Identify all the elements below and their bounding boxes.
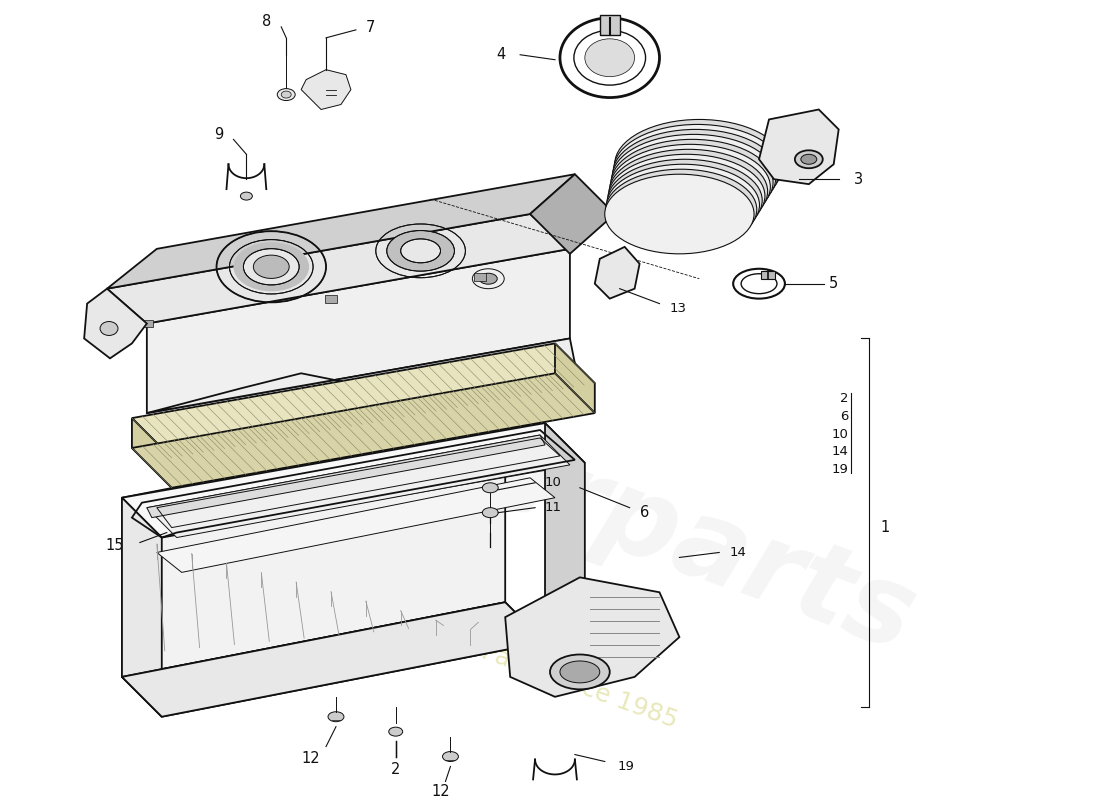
Ellipse shape [606, 164, 759, 246]
Text: 19: 19 [832, 463, 848, 476]
Polygon shape [132, 374, 595, 488]
Text: 7: 7 [366, 20, 375, 35]
Polygon shape [595, 247, 639, 298]
Polygon shape [107, 214, 570, 323]
Ellipse shape [612, 139, 773, 226]
Text: 19: 19 [618, 760, 635, 773]
Text: 15: 15 [106, 538, 124, 553]
Polygon shape [122, 602, 544, 717]
Polygon shape [146, 249, 570, 413]
Ellipse shape [801, 154, 817, 164]
Ellipse shape [400, 239, 440, 262]
Ellipse shape [480, 274, 497, 284]
Polygon shape [301, 70, 351, 110]
Ellipse shape [560, 661, 600, 683]
Ellipse shape [614, 125, 781, 213]
Text: 14: 14 [729, 546, 746, 559]
Text: 13: 13 [670, 302, 686, 315]
Polygon shape [146, 338, 575, 413]
Polygon shape [157, 478, 556, 572]
Bar [761, 270, 776, 278]
Polygon shape [84, 289, 146, 358]
Ellipse shape [277, 89, 295, 101]
Ellipse shape [610, 144, 770, 230]
Polygon shape [122, 498, 162, 717]
Text: 9: 9 [214, 127, 223, 142]
Ellipse shape [241, 192, 252, 200]
Ellipse shape [607, 159, 762, 242]
Ellipse shape [550, 654, 609, 690]
Text: 6: 6 [840, 410, 848, 422]
Polygon shape [132, 418, 172, 488]
Text: 8: 8 [262, 14, 272, 30]
Ellipse shape [585, 39, 635, 77]
Text: 5: 5 [828, 276, 838, 291]
Text: 1: 1 [880, 520, 890, 535]
Ellipse shape [328, 712, 344, 722]
Ellipse shape [615, 119, 784, 209]
Ellipse shape [233, 242, 309, 291]
Ellipse shape [282, 91, 292, 98]
Ellipse shape [442, 751, 459, 762]
Text: 12: 12 [301, 751, 320, 766]
Ellipse shape [741, 274, 777, 294]
Text: 2: 2 [390, 762, 400, 777]
Ellipse shape [606, 170, 757, 250]
Polygon shape [544, 602, 585, 662]
Ellipse shape [253, 255, 289, 278]
Text: 11: 11 [544, 501, 562, 514]
Polygon shape [556, 343, 595, 413]
Polygon shape [122, 423, 585, 538]
Ellipse shape [609, 150, 768, 234]
Text: 4: 4 [496, 47, 505, 62]
Polygon shape [107, 174, 575, 289]
Polygon shape [759, 110, 838, 184]
Ellipse shape [482, 508, 498, 518]
Polygon shape [146, 435, 544, 518]
Bar [324, 294, 337, 302]
Ellipse shape [243, 249, 299, 285]
Bar [141, 319, 153, 327]
Polygon shape [122, 423, 505, 677]
Ellipse shape [605, 174, 755, 254]
Text: 10: 10 [544, 476, 562, 490]
Ellipse shape [388, 727, 403, 736]
Ellipse shape [795, 150, 823, 168]
Bar [600, 15, 619, 35]
Polygon shape [544, 423, 585, 642]
Polygon shape [122, 602, 544, 717]
Polygon shape [530, 174, 615, 254]
Polygon shape [146, 435, 570, 538]
Text: a passion for Parts since 1985: a passion for Parts since 1985 [319, 582, 681, 733]
Text: 6: 6 [639, 505, 649, 520]
Text: elferparts: elferparts [310, 362, 930, 674]
Bar [474, 273, 486, 281]
Ellipse shape [482, 482, 498, 493]
Text: 3: 3 [854, 172, 862, 186]
Ellipse shape [574, 30, 646, 85]
Polygon shape [132, 343, 595, 458]
Ellipse shape [608, 154, 764, 238]
Ellipse shape [387, 230, 454, 271]
Text: 2: 2 [840, 392, 848, 405]
Text: 10: 10 [832, 427, 848, 441]
Polygon shape [505, 578, 680, 697]
Ellipse shape [612, 134, 775, 222]
Ellipse shape [613, 130, 779, 217]
Text: 12: 12 [431, 784, 450, 799]
Ellipse shape [100, 322, 118, 335]
Text: 14: 14 [832, 446, 848, 458]
